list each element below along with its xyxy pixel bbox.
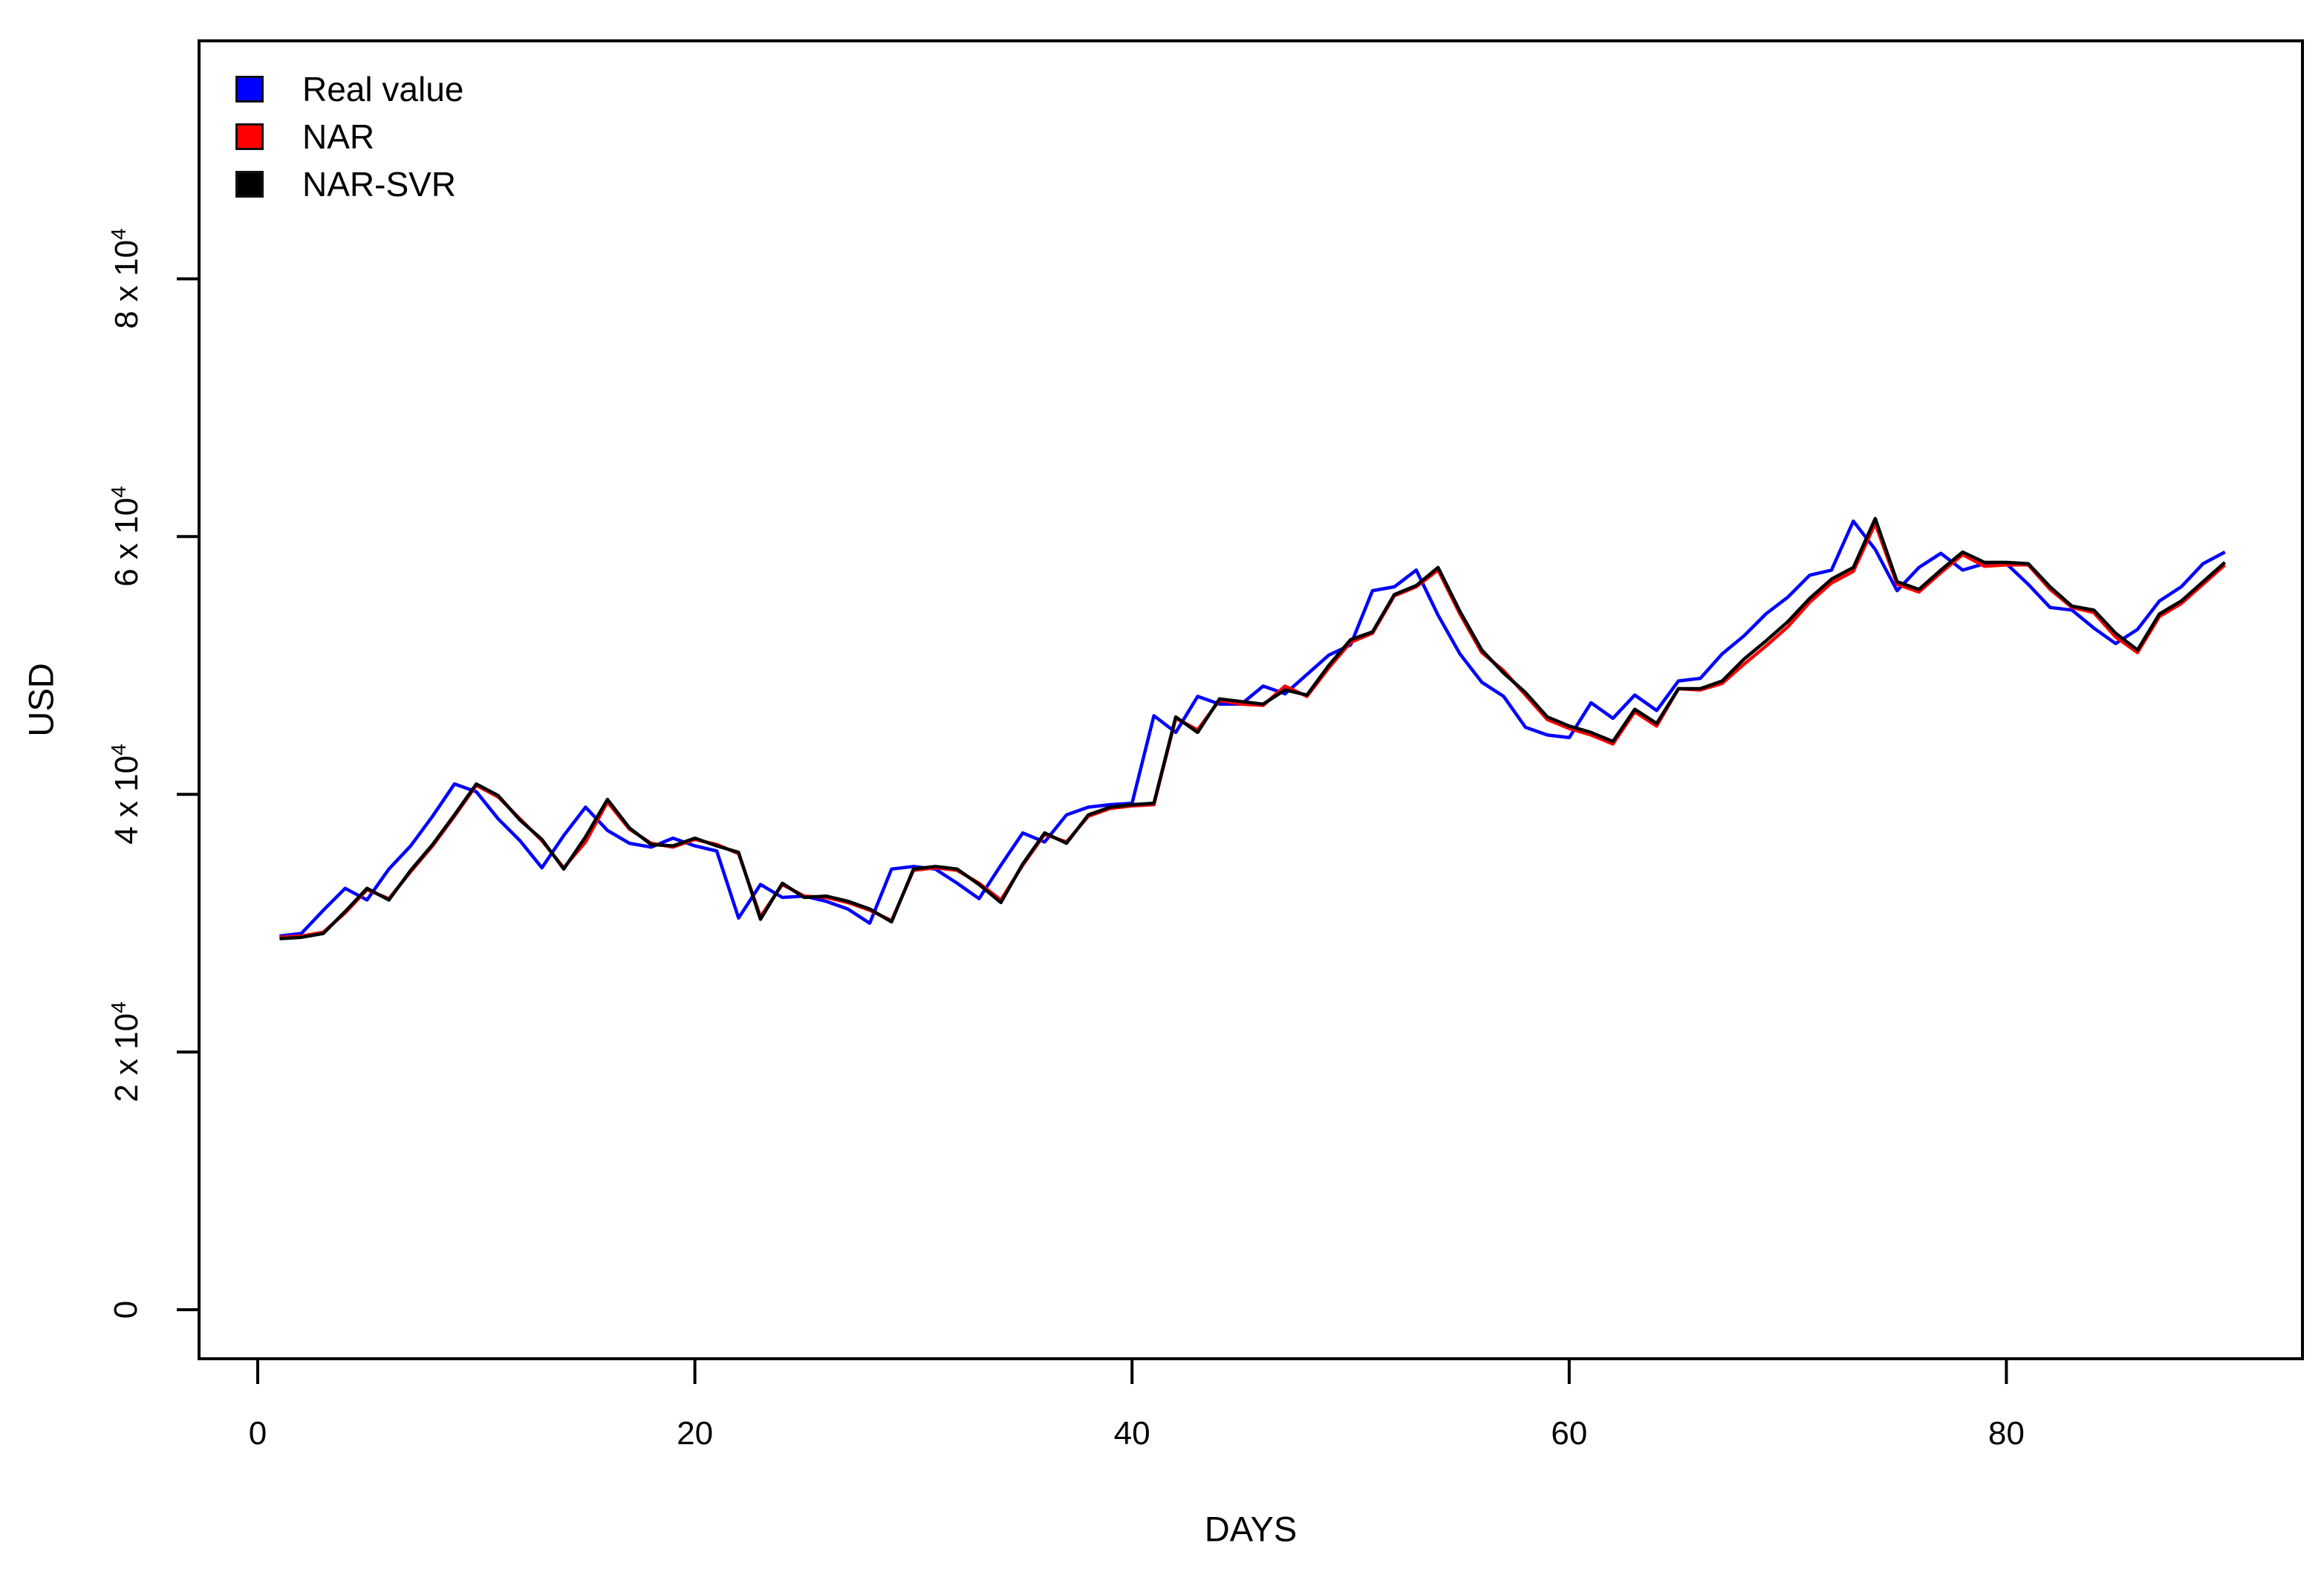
x-tick-label: 40: [1113, 1415, 1150, 1452]
x-axis-title: DAYS: [1204, 1509, 1298, 1549]
x-tick-label: 20: [677, 1415, 714, 1452]
legend-label: Real value: [302, 70, 464, 108]
plot-border: [198, 39, 2304, 1360]
y-tick-label: 6 x 104: [107, 487, 146, 588]
y-tick-label-exponent: 4: [107, 486, 131, 498]
y-tick-label-exponent: 4: [107, 744, 131, 756]
y-tick-label-base: 4 x 10: [108, 756, 145, 845]
x-tick-label: 60: [1551, 1415, 1588, 1452]
y-tick-label: 0: [108, 1301, 145, 1319]
x-tick-label: 80: [1988, 1415, 2025, 1452]
y-tick-label: 4 x 104: [107, 744, 146, 845]
legend-swatch-icon: [235, 123, 264, 150]
y-tick-label-exponent: 4: [107, 228, 131, 241]
y-tick-label-base: 2 x 10: [108, 1013, 145, 1102]
x-tick-label: 0: [248, 1415, 267, 1452]
y-tick-label: 8 x 104: [107, 229, 146, 330]
legend-item-nar: NAR: [235, 113, 463, 160]
y-tick-label-base: 8 x 10: [108, 240, 145, 330]
series-line-real-value: [279, 519, 2226, 938]
y-tick-label-base: 0: [108, 1300, 144, 1319]
legend-swatch-icon: [235, 76, 264, 103]
y-tick-label-exponent: 4: [107, 1001, 131, 1013]
y-axis-title: USD: [21, 663, 61, 737]
legend-label: NAR-SVR: [302, 165, 457, 204]
legend-item-nar-svr: NAR-SVR: [235, 160, 463, 208]
legend-item-real-value: Real value: [235, 65, 463, 113]
legend-label: NAR: [302, 117, 375, 156]
series-line-nar-svr: [279, 516, 2227, 941]
y-tick-label-base: 6 x 10: [108, 498, 145, 588]
series-line-nar: [279, 522, 2227, 939]
legend: Real value NAR NAR-SVR: [235, 65, 463, 208]
legend-swatch-icon: [235, 171, 264, 198]
y-tick-label: 2 x 104: [107, 1001, 146, 1102]
